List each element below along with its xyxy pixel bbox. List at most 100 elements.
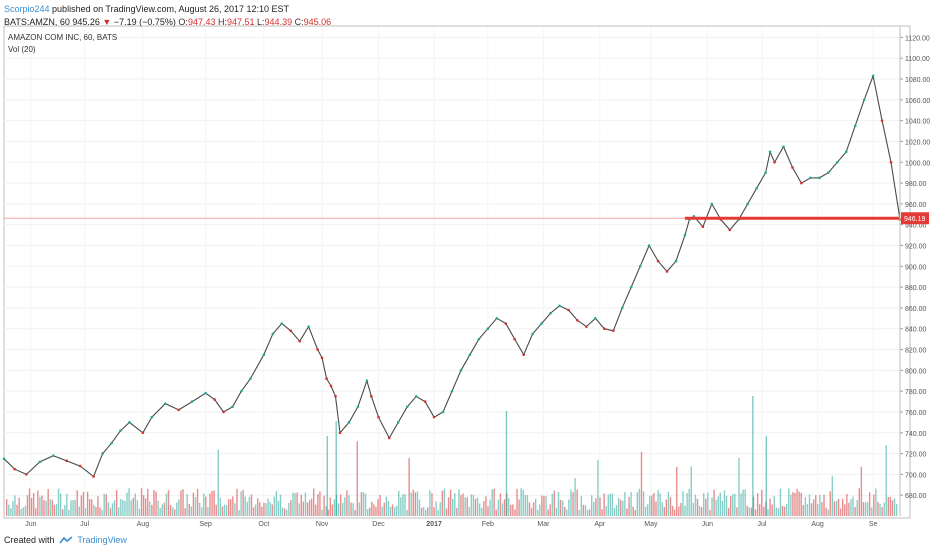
y-tick-label: 1120.00	[905, 35, 930, 42]
volume-bar	[257, 498, 259, 516]
price-point	[38, 460, 42, 464]
volume-bar	[620, 499, 622, 516]
volume-bar	[761, 489, 763, 516]
volume-bar	[501, 503, 504, 516]
brand-link[interactable]: TradingView	[77, 535, 127, 545]
price-point	[271, 332, 275, 336]
volume-bar	[14, 495, 16, 516]
price-point	[316, 348, 319, 351]
price-point	[603, 327, 606, 331]
volume-bar	[624, 492, 626, 516]
volume-bar	[356, 441, 358, 516]
volume-bar	[483, 501, 485, 516]
volume-bar	[510, 504, 512, 516]
x-tick-label: Jul	[80, 521, 89, 528]
x-axis[interactable]: Jun Jul Aug Sep Oct Nov Dec 2017 Feb Mar Apr May Jun…	[25, 521, 877, 528]
y-axis[interactable]: 680.00 700.00 720.00 740.00 760.00 780.00 800.…	[899, 27, 930, 516]
volume-bar	[557, 491, 560, 516]
volume-bar	[860, 466, 863, 516]
volume-bar	[408, 457, 410, 516]
volume-bar	[41, 495, 43, 516]
volume-bar	[806, 504, 809, 516]
volume-bar	[64, 505, 66, 516]
volume-bar	[767, 509, 769, 516]
volume-bar	[586, 509, 589, 516]
volume-bar	[298, 503, 300, 516]
volume-bar	[835, 500, 838, 516]
volume-bar	[132, 497, 134, 516]
volume-bar	[213, 490, 215, 516]
volume-bar	[358, 502, 361, 516]
price-point	[710, 202, 714, 206]
volume-bar	[275, 490, 278, 516]
volume-bar	[725, 495, 728, 516]
volume-indicator-label[interactable]: Vol (20)	[8, 45, 36, 54]
volume-bar	[817, 504, 819, 516]
volume-bar	[520, 488, 522, 516]
author-link[interactable]: Scorpio244	[4, 4, 50, 14]
low-value: 944.39	[264, 17, 293, 27]
volume-bar	[277, 500, 280, 516]
volume-bar	[553, 490, 556, 516]
volume-bar	[37, 490, 39, 516]
volume-bar	[698, 505, 701, 516]
volume-bar	[103, 493, 105, 516]
volume-bar	[580, 496, 583, 516]
price-point	[674, 259, 678, 263]
price-point	[531, 332, 534, 336]
volume-bar	[315, 504, 317, 516]
x-tick-label: Mar	[537, 521, 550, 528]
volume-bar	[514, 509, 516, 516]
volume-bar	[661, 501, 663, 516]
volume-bar	[18, 497, 20, 516]
volume-bar	[155, 491, 157, 516]
x-tick-label: Sep	[199, 521, 212, 528]
price-point	[370, 395, 373, 398]
volume-bar	[537, 509, 539, 516]
volume-bar	[45, 500, 47, 516]
price-point	[325, 377, 328, 380]
volume-bar	[812, 499, 815, 516]
high-value: 947.51	[226, 17, 255, 27]
volume-bar	[364, 493, 367, 516]
volume-bar	[383, 502, 385, 516]
volume-bar	[574, 478, 576, 516]
price-point	[755, 186, 758, 190]
volume-bar	[342, 502, 344, 516]
volume-bar	[622, 500, 624, 516]
volume-bar	[605, 506, 607, 516]
volume-bar	[505, 411, 508, 516]
symbol-label[interactable]: BATS:AMZN, 60	[4, 17, 70, 27]
volume-bar	[101, 509, 103, 516]
volume-bar	[470, 494, 473, 516]
volume-bar	[238, 509, 240, 516]
volume-bar	[35, 508, 37, 516]
quote-line: BATS:AMZN, 60 945.26 ▼ −7.19 (−0.75%) O:…	[4, 16, 924, 29]
volume-bar	[769, 498, 771, 516]
volume-bar	[447, 497, 450, 516]
volume-bar	[366, 509, 369, 516]
price-point	[119, 429, 122, 432]
volume-bar	[499, 493, 502, 516]
price-point	[240, 389, 243, 393]
volume-bar	[530, 507, 533, 516]
y-tick-label: 760.00	[905, 410, 927, 417]
volume-bar	[746, 505, 748, 516]
price-point	[746, 202, 749, 206]
price-point	[101, 452, 104, 455]
volume-bar	[261, 506, 263, 516]
x-tick-label: Nov	[316, 521, 329, 528]
volume-bar	[381, 506, 383, 516]
price-point	[827, 171, 830, 174]
volume-bar	[375, 506, 377, 516]
volume-bar	[503, 499, 506, 516]
volume-bar	[273, 496, 275, 516]
y-tick-label: 980.00	[905, 181, 927, 188]
volume-bar	[858, 488, 860, 516]
volume-bar	[373, 504, 375, 516]
volume-bar	[804, 497, 807, 516]
price-point	[289, 329, 293, 333]
volume-bar	[313, 488, 315, 516]
volume-bar	[167, 490, 170, 516]
